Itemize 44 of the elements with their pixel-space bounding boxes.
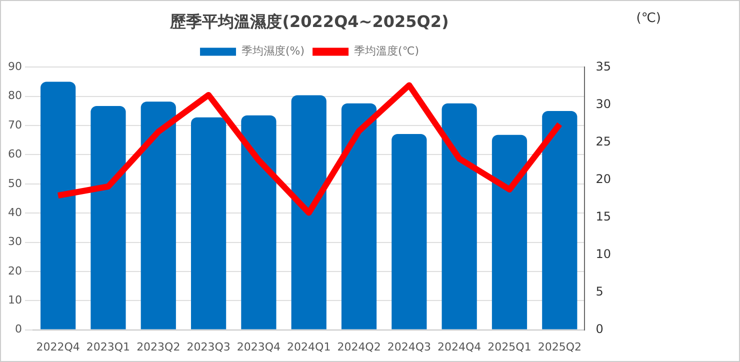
bar xyxy=(40,82,76,330)
x-tick-label: 2023Q1 xyxy=(86,340,130,354)
y-tick-label: 90 xyxy=(8,60,22,74)
x-tick-label: 2024Q2 xyxy=(337,340,381,354)
chart-title: 歷季平均溫濕度(2022Q4~2025Q2) xyxy=(169,12,449,31)
x-tick-label: 2024Q1 xyxy=(287,340,331,354)
y2-tick-label: 30 xyxy=(596,96,612,111)
y-tick-label: 30 xyxy=(8,235,22,248)
y-tick-label: 50 xyxy=(8,176,22,190)
y2-tick-label: 35 xyxy=(596,59,612,74)
y2-tick-label: 20 xyxy=(596,172,612,186)
y2-tick-label: 5 xyxy=(596,284,604,298)
bar xyxy=(392,134,427,330)
y-tick-label: 20 xyxy=(8,264,22,278)
bar xyxy=(542,110,578,330)
bar xyxy=(492,134,528,330)
x-tick-label: 2025Q1 xyxy=(488,340,532,354)
legend-label: 季均濕度(%) xyxy=(242,44,305,58)
x-tick-label: 2024Q4 xyxy=(438,340,482,354)
bar xyxy=(190,117,226,330)
y-tick-label: 80 xyxy=(8,89,22,102)
x-tick-label: 2024Q3 xyxy=(387,340,432,354)
bar xyxy=(241,115,276,330)
x-tick-label: 2023Q3 xyxy=(186,340,230,354)
y2-axis-title: (℃) xyxy=(636,11,661,26)
y-tick-label: 70 xyxy=(8,118,22,132)
legend-label: 季均溫度(℃) xyxy=(354,44,419,58)
y2-tick-label: 0 xyxy=(596,322,604,336)
y2-tick-label: 10 xyxy=(596,246,612,261)
bar xyxy=(90,106,126,330)
bar xyxy=(341,103,377,330)
y2-tick-label: 15 xyxy=(596,209,612,224)
x-tick-label: 2023Q2 xyxy=(136,340,180,354)
y-tick-label: 60 xyxy=(8,148,22,161)
y-tick-label: 0 xyxy=(14,322,22,336)
bar xyxy=(442,103,477,330)
x-tick-label: 2025Q2 xyxy=(538,340,582,354)
y-tick-label: 10 xyxy=(8,293,22,306)
y-tick-label: 40 xyxy=(8,206,22,219)
x-tick-label: 2022Q4 xyxy=(36,340,80,354)
bar xyxy=(140,102,176,330)
x-tick-label: 2023Q4 xyxy=(236,340,281,354)
y2-tick-label: 25 xyxy=(596,134,612,148)
bar xyxy=(291,95,326,330)
